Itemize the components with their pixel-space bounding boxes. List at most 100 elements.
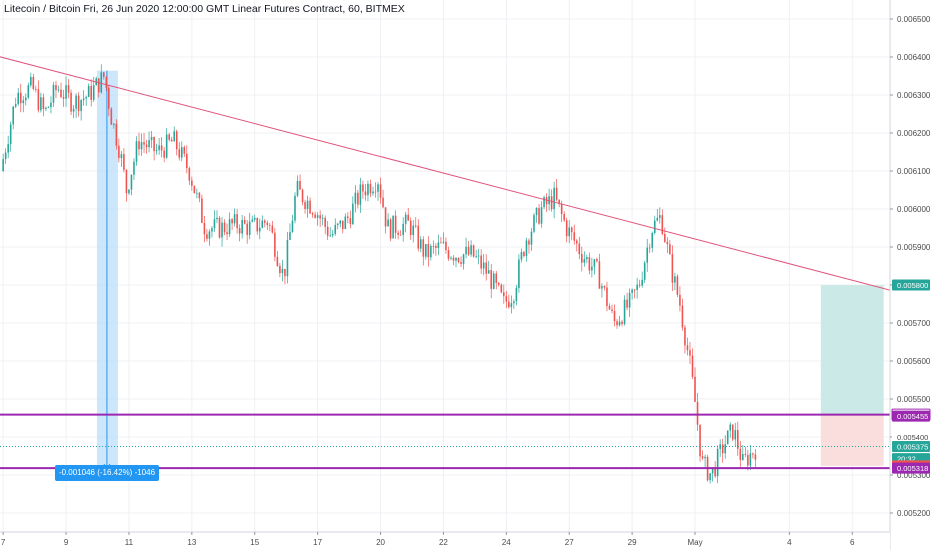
candle-body (296, 181, 299, 196)
time-axis[interactable]: 7 9 11 13 15 17 20 22 24 27 29 May 4 6 (0, 531, 890, 550)
candle-body (538, 207, 540, 224)
candle-body (37, 89, 40, 111)
candle-body (155, 149, 158, 152)
candle-body (170, 139, 173, 142)
candle-body (319, 215, 321, 219)
candle-body (593, 259, 596, 267)
candle-body (671, 254, 674, 283)
measure-tool[interactable] (96, 70, 118, 469)
candle-body (679, 294, 681, 306)
candle-body (110, 108, 113, 125)
candle-body (180, 147, 183, 158)
candle-body (603, 286, 606, 288)
candle-body (409, 220, 412, 236)
price-tick-label: 0.006300 (897, 91, 931, 100)
candle-body (77, 95, 80, 112)
candle-body (497, 282, 500, 285)
candle-body (402, 223, 404, 236)
candle-body (193, 185, 196, 194)
candle-body (160, 145, 163, 151)
candle-body (726, 430, 729, 445)
grid-lines (0, 0, 890, 532)
candle-body (676, 276, 679, 295)
candle-body (138, 141, 140, 150)
time-tick-label: 9 (64, 538, 69, 547)
candle-body (115, 123, 118, 146)
candle-body (60, 89, 62, 98)
candle-body (425, 244, 427, 257)
candle-body (646, 247, 649, 263)
candle-body (686, 345, 689, 351)
candle-body (392, 215, 394, 239)
trendline (0, 56, 900, 294)
candle-body (324, 217, 326, 227)
candle-body (548, 196, 550, 205)
candle-body (62, 97, 65, 99)
candle-body (331, 233, 334, 236)
candle-body (284, 268, 286, 277)
candle-body (653, 220, 656, 233)
position-zones (820, 285, 884, 466)
candle-body (736, 430, 739, 449)
candle-body (435, 246, 437, 249)
candle-body (628, 292, 631, 308)
candle-body (113, 123, 115, 125)
candle-body (523, 252, 525, 256)
time-tick-label: 20 (376, 538, 385, 547)
candle-body (508, 301, 510, 308)
candle-body (752, 453, 754, 455)
drawn-lines[interactable] (0, 49, 900, 470)
candle-body (286, 239, 289, 277)
candle-body (352, 203, 354, 225)
target-zone (820, 285, 884, 415)
candle-body (503, 292, 505, 297)
time-tick-label: 7 (1, 538, 6, 547)
candle-body (394, 215, 397, 233)
candle-body (704, 456, 706, 459)
candle-body (258, 227, 261, 232)
price-axis-label: 0.005455 (897, 412, 928, 421)
candle-body (621, 321, 623, 324)
candle-body (349, 218, 352, 225)
candle-body (480, 255, 482, 269)
price-tick-label: 0.005300 (897, 471, 931, 480)
time-axis-bg (0, 532, 890, 550)
price-axis-label-box (892, 279, 930, 291)
candle-body (311, 213, 314, 215)
time-tick-label: 27 (565, 538, 574, 547)
price-tick-label: 0.006400 (897, 53, 931, 62)
candle-body (123, 154, 125, 170)
candle-body (145, 144, 148, 148)
candle-body (412, 225, 415, 236)
candle-body (17, 92, 20, 105)
candle-body (578, 243, 581, 255)
candle-body (440, 242, 442, 244)
candle-body (399, 234, 402, 236)
candle-body (80, 99, 82, 112)
measure-label: -0.001046 (-16.42%) -1046 (55, 465, 159, 481)
candle-body (279, 265, 281, 274)
candle-body (253, 217, 256, 220)
candle-body (65, 85, 67, 99)
price-axis-label-box (892, 441, 930, 452)
candle-body (45, 107, 47, 109)
candle-body (618, 321, 621, 326)
candle-body (684, 327, 686, 346)
candle-body (611, 309, 613, 311)
candle-body (596, 259, 598, 262)
candle-body (636, 284, 638, 290)
candle-body (236, 214, 238, 229)
candle-body (754, 454, 757, 460)
price-tick-label: 0.005600 (897, 357, 931, 366)
candle-body (742, 454, 744, 460)
candle-body (555, 187, 558, 200)
candle-body (344, 216, 347, 229)
price-axis-label-box (892, 410, 930, 422)
candle-body (460, 261, 462, 264)
candle-body (269, 225, 271, 226)
candle-body (518, 259, 520, 288)
candle-body (631, 289, 633, 293)
candle-body (656, 217, 659, 221)
candle-body (583, 259, 586, 263)
